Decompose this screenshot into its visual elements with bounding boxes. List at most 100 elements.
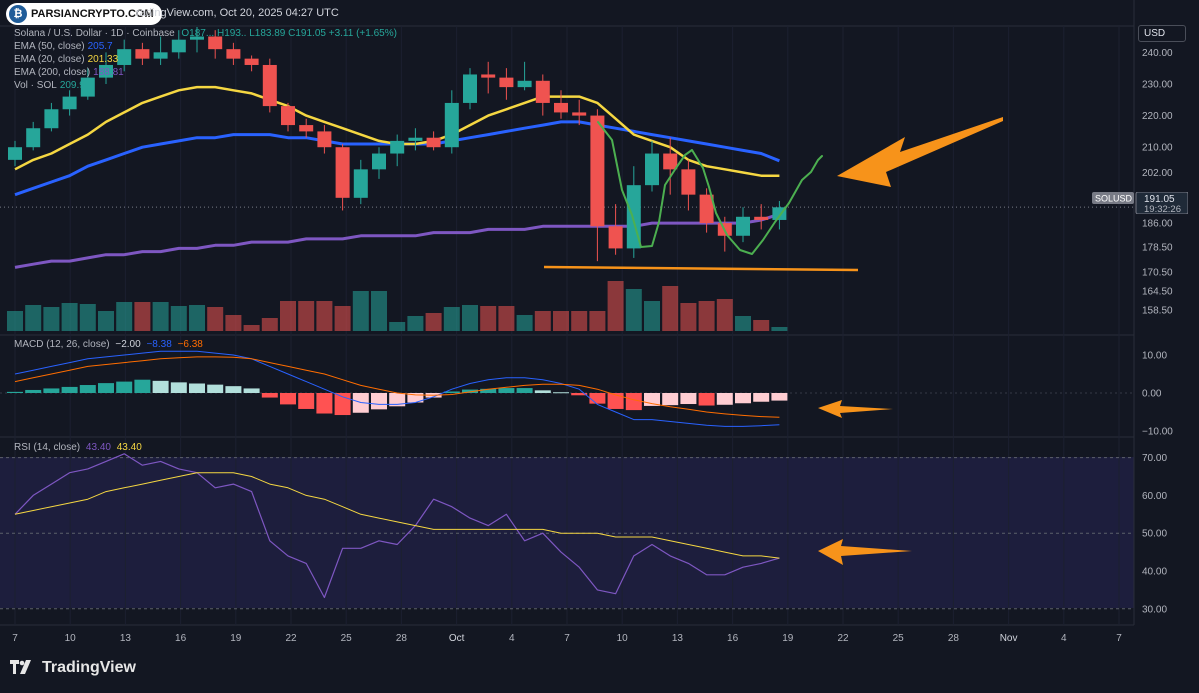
macd-histogram-bar (261, 393, 278, 398)
macd-pane (7, 350, 788, 427)
volume-bar (571, 311, 588, 331)
rsi-label: RSI (14, close) (14, 442, 81, 453)
arrow-rsi-annotation (818, 539, 912, 565)
macd-histogram-bar (716, 393, 733, 405)
macd-histogram-bar (625, 393, 642, 411)
rsi-line (14, 453, 780, 599)
macd-histogram-bar (662, 393, 679, 406)
macd-histogram-bar (607, 393, 624, 409)
currency-selector[interactable]: USD (1138, 25, 1186, 42)
ema20-label: EMA (20, close) (14, 54, 85, 65)
price-tick-label: 170.50 (1142, 268, 1173, 279)
legend-volume[interactable]: Vol · SOL 209.9 (14, 80, 85, 91)
macd-label: MACD (12, 26, close) (14, 339, 110, 350)
rsi-tick-label: 40.00 (1142, 567, 1167, 578)
watermark-logo: ₿ PARSIANCRYPTO.COM (6, 3, 162, 25)
volume-bar (43, 307, 60, 331)
legend-ema20[interactable]: EMA (20, close) 201.33 (14, 54, 118, 65)
macd-histogram-bar (407, 393, 424, 403)
candle-body (499, 77, 514, 88)
macd-legend[interactable]: MACD (12, 26, close) −2.00 −8.38 −6.38 (14, 339, 203, 350)
volume-bar (735, 316, 751, 331)
time-tick-label: 25 (893, 633, 905, 644)
candle-body (590, 115, 605, 227)
volume-bar (753, 320, 770, 331)
macd-histogram-bar (371, 393, 387, 410)
macd-hist-value: −2.00 (115, 339, 141, 350)
volume-bar (425, 313, 442, 331)
rsi-ma-value: 43.40 (116, 442, 142, 453)
tradingview-logo[interactable]: TradingView (10, 659, 136, 677)
volume-bar (116, 302, 133, 331)
volume-bar (243, 325, 260, 331)
candle-body (390, 140, 405, 154)
macd-histogram-bar (534, 390, 551, 393)
time-tick-label: 10 (617, 633, 629, 644)
price-tick-label: 164.50 (1142, 287, 1173, 298)
price-tick-label: 240.00 (1142, 48, 1173, 59)
candle-body (208, 36, 223, 50)
macd-histogram-bar (225, 386, 242, 393)
candle-body (99, 64, 113, 78)
rsi-pane (14, 453, 780, 599)
macd-histogram-bar (480, 388, 497, 393)
macd-histogram-bar (589, 393, 606, 404)
volume-bar (480, 306, 497, 331)
ema200-line (14, 212, 780, 269)
ema50-label: EMA (50, close) (14, 41, 85, 52)
ema200-path (14, 212, 780, 269)
legend-ema200[interactable]: EMA (200, close) 188.81 (14, 67, 124, 78)
support-line (543, 265, 859, 272)
macd-histogram-bar (389, 393, 406, 407)
rsi-ma-line (14, 472, 780, 559)
volume-bar (553, 311, 569, 331)
macd-histogram-bar (443, 391, 460, 393)
candle-body (117, 49, 132, 65)
candle-body (153, 52, 168, 59)
volume-label: Vol · SOL (14, 80, 57, 91)
time-tick-label: 19 (230, 633, 242, 644)
volume-bar (407, 316, 424, 331)
macd-histogram-bar (498, 388, 515, 393)
rsi-legend[interactable]: RSI (14, close) 43.40 43.40 (14, 442, 142, 453)
time-tick-label: 7 (1116, 633, 1122, 644)
price-tick-label: 186.00 (1142, 219, 1173, 230)
volume-bar (771, 327, 788, 331)
volume-bar (589, 311, 606, 331)
candle-body (190, 36, 204, 40)
symbol-label[interactable]: Solana / U.S. Dollar · 1D · Coinbase (14, 28, 175, 39)
time-tick-label: 10 (65, 633, 77, 644)
volume-bar (225, 315, 242, 331)
price-tick-label: 220.00 (1142, 111, 1173, 122)
price-tag: SOLUSD 191.05 19:32:26 (1092, 192, 1188, 214)
macd-histogram-bar (25, 389, 42, 393)
price-tag-countdown: 19:32:26 (1144, 204, 1181, 214)
projected-path (597, 121, 823, 255)
macd-histogram-bar (7, 391, 23, 393)
macd-histogram-bar (43, 388, 60, 393)
candle-body (408, 137, 423, 141)
candle-body (463, 74, 477, 103)
macd-tick-label: 0.00 (1142, 389, 1162, 400)
ema200-label: EMA (200, close) (14, 67, 91, 78)
candle-body (572, 112, 587, 116)
volume-bar (698, 301, 715, 331)
candle-body (535, 80, 550, 103)
volume-bar (298, 301, 315, 331)
macd-tick-label: 10.00 (1142, 351, 1167, 362)
logo-text: PARSIANCRYPTO.COM (31, 8, 154, 20)
time-tick-label: 4 (1061, 633, 1067, 644)
volume-bar (371, 291, 387, 331)
candle-body (226, 49, 241, 59)
tradingview-icon (10, 660, 31, 674)
candle-body (554, 102, 568, 113)
legend-ema50[interactable]: EMA (50, close) 205.7 (14, 41, 113, 52)
volume-bar (280, 301, 296, 331)
arrow-main-annotation (837, 117, 1003, 187)
volume-bar (516, 315, 533, 331)
price-tag-symbol: SOLUSD (1095, 194, 1133, 204)
volume-bar (189, 305, 205, 331)
macd-histogram-bar (61, 386, 78, 393)
legend-symbol-row: Solana / U.S. Dollar · 1D · Coinbase O18… (14, 28, 397, 39)
macd-histogram-bar (735, 393, 751, 404)
